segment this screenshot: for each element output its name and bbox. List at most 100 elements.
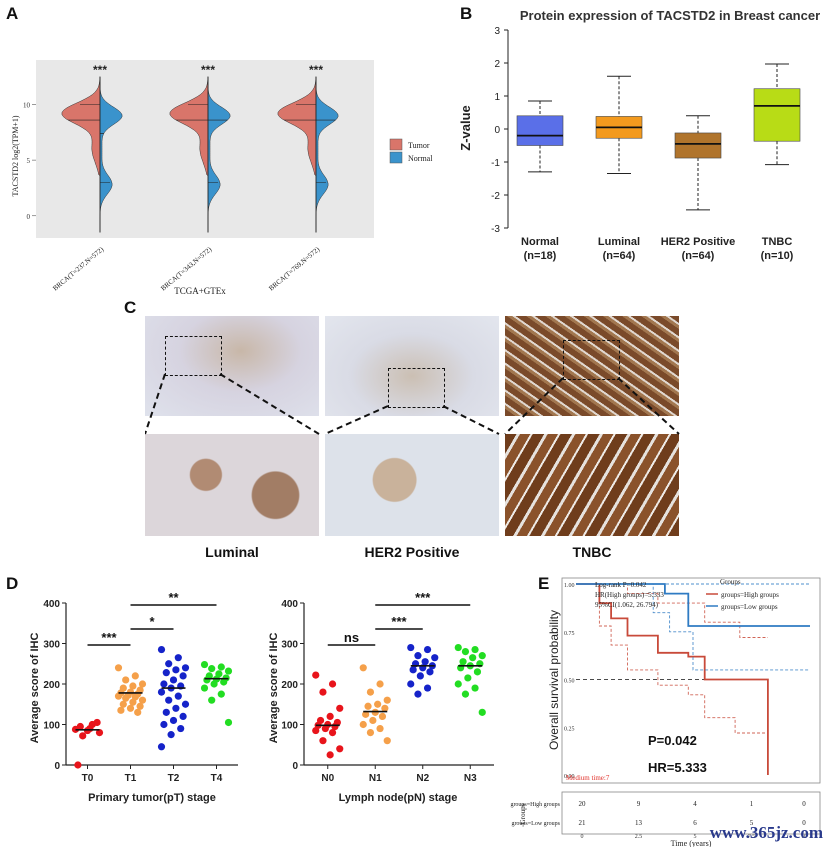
panel-label-e: E (538, 574, 550, 593)
legend-swatch-tumor (389, 138, 403, 151)
scatter-point (423, 684, 432, 692)
scatter-point (461, 648, 470, 656)
violin-normal-half (207, 76, 231, 233)
scatter-point (174, 654, 182, 662)
scatter-point (169, 676, 178, 684)
scatter-point (371, 708, 379, 716)
box-plot-y-axis-label: Z-value (460, 105, 473, 151)
risk-table-count: 9 (637, 800, 641, 808)
violin-tumor-half (61, 76, 101, 177)
scatter-point (165, 660, 173, 668)
zoom-box-luminal (165, 336, 222, 376)
scatter-point (174, 692, 182, 700)
box-x-tick-label: Luminal (598, 236, 640, 248)
scatter-point (203, 676, 211, 684)
zoom-connector-lines (145, 373, 680, 435)
ihc-image-panel: Luminal HER2 Positive TNBC (145, 316, 680, 586)
box-plot-y-tick-label: 0 (494, 125, 500, 136)
scatter-point (119, 700, 127, 708)
km-annotation-logrank: Log-rank P=0.042 (595, 581, 647, 589)
scatter-point (208, 665, 216, 673)
scatter-x-tick-label: N1 (369, 773, 382, 784)
scatter-point (416, 672, 424, 680)
risk-table-count: 5 (750, 819, 754, 827)
box-plot-y-tick-label: -3 (491, 224, 500, 235)
box-x-tick-sublabel: (n=18) (524, 250, 557, 262)
risk-table-count: 21 (579, 819, 587, 827)
violin-legend: Tumor Normal (389, 138, 433, 164)
pn-y-axis-label: Average score of IHC (268, 633, 280, 744)
pt-x-axis-label: Primary tumor(pT) stage (88, 792, 216, 804)
legend-swatch-normal (389, 151, 403, 164)
scatter-point (336, 745, 344, 753)
box-plot-y-tick-label: 1 (494, 92, 500, 103)
scatter-point (129, 698, 137, 706)
pn-x-axis-label: Lymph node(pN) stage (339, 792, 458, 804)
legend-label-tumor: Tumor (408, 141, 430, 150)
scatter-y-tick-label: 400 (43, 599, 60, 610)
violin-x-tick-label: BRCA(T=769,N=572) (267, 245, 321, 293)
violin-normal-half (315, 76, 339, 233)
scatter-point (224, 718, 233, 727)
violin-chart: 0510***BRCA(T=237,N=572)***BRCA(T=343,N=… (11, 60, 433, 296)
km-y-tick-label: 0.00 (564, 774, 575, 780)
km-x-tick-label: 5 (694, 834, 697, 840)
box-x-tick-label: HER2 Positive (661, 236, 736, 248)
km-ci-lower (576, 583, 810, 671)
risk-table-row-low: groups=Low groups (511, 821, 560, 827)
scatter-point (414, 652, 422, 660)
scatter-point (478, 652, 486, 660)
box-plot-y-tick-label: -2 (491, 191, 500, 202)
significance-label: *** (391, 614, 407, 629)
km-legend-label-low: groups=Low groups (721, 603, 778, 611)
scatter-point (378, 712, 387, 720)
scatter-point (366, 688, 375, 696)
scatter-point (179, 672, 187, 680)
violin-y-axis-label: TACSTD2 log2(TPM+1) (11, 115, 20, 196)
scatter-y-tick-label: 100 (43, 721, 60, 732)
km-survival-curve (576, 583, 769, 775)
scatter-point (407, 680, 415, 688)
box-plot-title: Protein expression of TACSTD2 in Breast … (520, 8, 820, 23)
scatter-x-tick-label: T0 (82, 773, 94, 784)
km-p-value: P=0.042 (648, 733, 697, 748)
risk-table-title: Groups (519, 803, 527, 824)
scatter-point (200, 660, 209, 669)
scatter-point (464, 674, 472, 682)
scatter-point (138, 696, 147, 704)
box-x-tick-label: TNBC (762, 236, 793, 248)
scatter-point (210, 680, 218, 688)
panel-label-b: B (460, 4, 473, 23)
scatter-point (471, 684, 479, 692)
scatter-y-tick-label: 0 (54, 761, 60, 772)
km-y-tick-label: 0.75 (564, 631, 575, 637)
violin-y-tick-label: 10 (23, 102, 31, 110)
scatter-point (162, 669, 170, 677)
scatter-point (157, 645, 166, 654)
scatter-point (454, 680, 462, 688)
scatter-point (157, 743, 166, 751)
scatter-x-tick-label: T1 (125, 773, 137, 784)
scatter-point (376, 680, 384, 688)
scatter-x-tick-label: N2 (416, 773, 429, 784)
scatter-point (181, 700, 190, 708)
scatter-point (172, 704, 180, 712)
box-body (674, 132, 722, 159)
km-ci-lower (576, 583, 768, 734)
scatter-point (407, 643, 415, 652)
watermark: www.365jz.com (709, 823, 823, 842)
km-x-tick-label: 0 (581, 834, 584, 840)
scatter-point (328, 729, 337, 737)
box-body (516, 115, 564, 146)
scatter-y-tick-label: 300 (281, 640, 298, 651)
scatter-point (74, 761, 82, 769)
scatter-point (157, 688, 166, 696)
scatter-point (122, 694, 130, 702)
scatter-point (374, 700, 382, 708)
ihc-score-pt-stage-chart: Average score of IHC Primary tumor(pT) s… (29, 590, 238, 804)
km-x-axis-label: Time (years) (671, 839, 712, 847)
scatter-point (319, 688, 327, 696)
km-y-tick-label: 0.50 (564, 679, 575, 685)
ihc-image-luminal-low-mag (145, 316, 319, 416)
scatter-point (217, 690, 225, 698)
